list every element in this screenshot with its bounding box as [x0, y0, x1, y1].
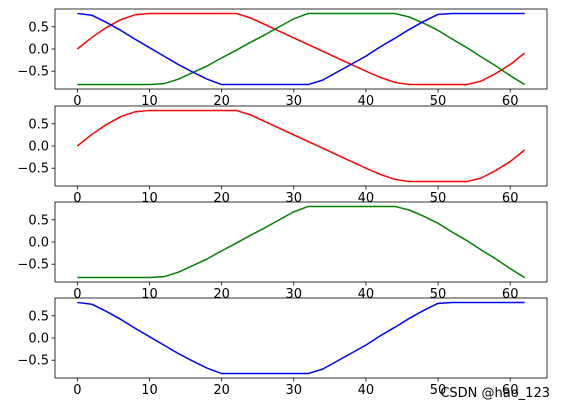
x-tick-label: 0 — [73, 287, 81, 302]
x-tick-label: 20 — [213, 94, 230, 109]
x-tick-label: 30 — [286, 287, 303, 302]
x-tick-label: 20 — [213, 287, 230, 302]
axes-frame — [54, 8, 548, 90]
y-tick-label: 0.0 — [28, 140, 49, 155]
subplot-2: 0 10 20 30 40 50 60 0.5 0.0 −0.5 — [17, 105, 548, 206]
y-tick-label: −0.5 — [17, 258, 49, 273]
y-tick-label: −0.5 — [17, 162, 49, 177]
series-line-2-1 — [76, 109, 526, 183]
x-tick-label: 30 — [286, 383, 303, 398]
x-tick-label: 10 — [141, 94, 158, 109]
x-tick-label: 10 — [141, 383, 158, 398]
series-line-1-2 — [77, 12, 526, 86]
y-tick-label: 0.0 — [28, 332, 49, 347]
x-tick-label: 30 — [286, 191, 303, 206]
x-tick-label: 40 — [358, 191, 375, 206]
y-tick-label: −0.5 — [17, 354, 49, 369]
y-tick-label: 0.5 — [28, 309, 49, 324]
series-line-1-1 — [76, 12, 526, 86]
x-tick-label: 20 — [213, 383, 230, 398]
x-tick-label: 50 — [430, 191, 447, 206]
x-tick-label: 60 — [502, 287, 519, 302]
y-tick-label: 0.5 — [28, 213, 49, 228]
subplot-3: 0 10 20 30 40 50 60 0.5 0.0 −0.5 — [17, 201, 548, 302]
x-tick-label: 0 — [73, 94, 81, 109]
y-tick-label: 0.0 — [28, 236, 49, 251]
x-tick-label: 40 — [358, 287, 375, 302]
x-tick-label: 0 — [73, 383, 81, 398]
subplot-1: 0 10 20 30 40 50 60 0.5 0.0 −0.5 — [17, 8, 548, 109]
y-tick-label: −0.5 — [17, 65, 49, 80]
x-tick-label: 60 — [502, 94, 519, 109]
x-tick-label: 20 — [213, 191, 230, 206]
series-line-1-3 — [77, 12, 525, 86]
x-tick-label: 60 — [502, 383, 519, 398]
x-tick-label: 60 — [502, 191, 519, 206]
axes-frame — [54, 201, 548, 283]
x-tick-label: 40 — [358, 383, 375, 398]
x-tick-label: 10 — [141, 191, 158, 206]
axes-frame — [54, 105, 548, 187]
x-tick-label: 40 — [358, 94, 375, 109]
x-tick-label: 50 — [430, 94, 447, 109]
y-tick-label: 0.0 — [28, 43, 49, 58]
x-tick-label: 50 — [430, 383, 447, 398]
y-tick-label: 0.5 — [28, 117, 49, 132]
x-tick-label: 10 — [141, 287, 158, 302]
y-tick-label: 0.5 — [28, 20, 49, 35]
x-tick-label: 0 — [73, 191, 81, 206]
x-tick-label: 50 — [430, 287, 447, 302]
axes-frame — [54, 297, 548, 379]
series-line-4-1 — [77, 301, 525, 375]
subplot-4: 0 10 20 30 40 50 60 0.5 0.0 −0.5 — [17, 297, 548, 398]
watermark-text: CSDN @hao_123 — [440, 386, 550, 401]
x-tick-label: 30 — [286, 94, 303, 109]
series-line-3-1 — [77, 205, 526, 279]
